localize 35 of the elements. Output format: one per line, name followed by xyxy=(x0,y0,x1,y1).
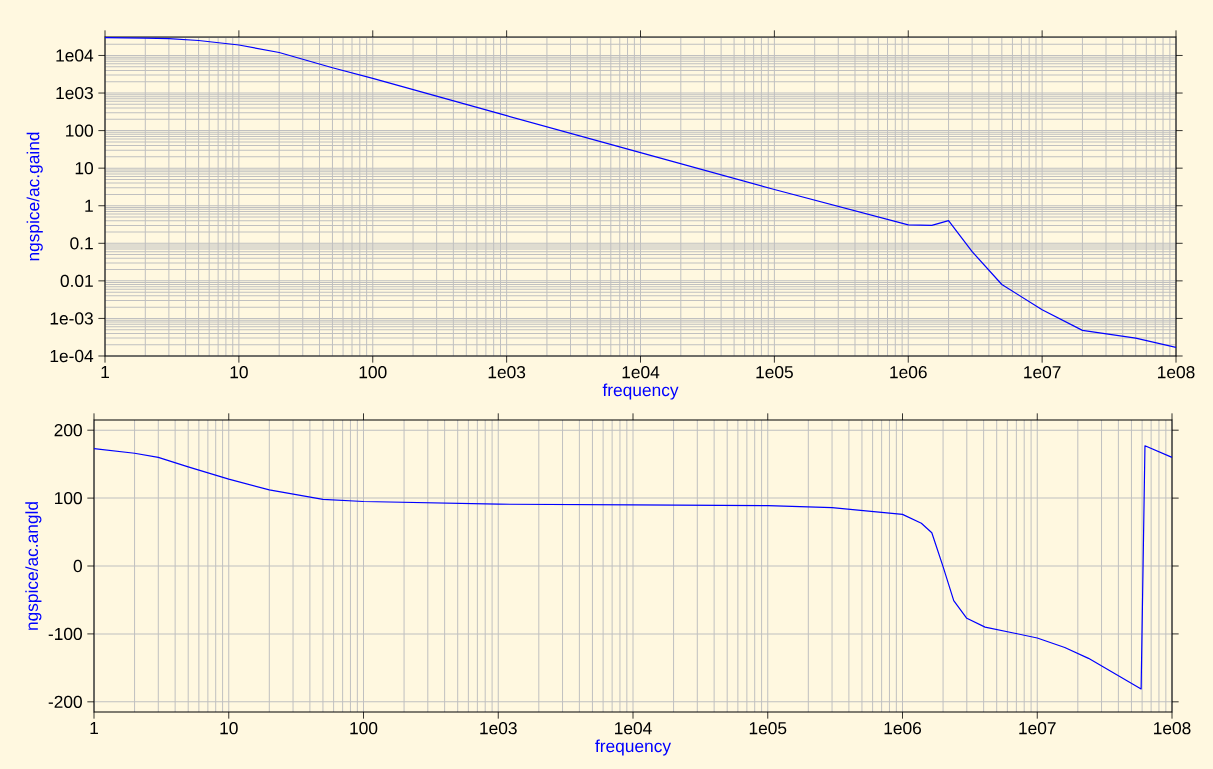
x-tick-label: 1e05 xyxy=(749,722,787,735)
x-tick-label: 100 xyxy=(359,366,387,379)
x-tick-label: 100 xyxy=(350,722,378,735)
x-tick-label: 1e04 xyxy=(622,366,660,379)
y-axis-title: ngspice/ac.angld xyxy=(25,502,42,630)
x-tick-label: 1e07 xyxy=(1024,366,1061,379)
x-tick-label: 1e06 xyxy=(884,722,922,735)
y-tick-label: 1e-03 xyxy=(50,312,93,325)
x-tick-label: 10 xyxy=(220,722,238,735)
y-tick-label: -100 xyxy=(48,627,82,641)
y-tick-label: 200 xyxy=(54,424,82,437)
x-tick-label: 1e04 xyxy=(615,722,652,735)
x-axis-title: frequency xyxy=(595,739,672,756)
y-tick-label: 0.1 xyxy=(70,237,93,250)
x-tick-label: 1e06 xyxy=(890,366,927,379)
y-tick-label: 10 xyxy=(75,162,93,175)
x-tick-label: 10 xyxy=(230,366,248,379)
x-tick-label: 1e03 xyxy=(488,366,526,379)
x-tick-label: 1e03 xyxy=(480,722,517,735)
y-tick-label: 1 xyxy=(85,199,93,212)
x-tick-label: 1e05 xyxy=(756,366,793,379)
y-tick-label: 1e04 xyxy=(56,49,94,62)
y-tick-label: 0 xyxy=(73,559,82,573)
y-tick-label: 1e03 xyxy=(56,86,93,100)
x-tick-label: 1e08 xyxy=(1158,366,1195,379)
x-tick-label: 1 xyxy=(101,366,109,378)
y-tick-label: 0.01 xyxy=(60,274,93,287)
x-tick-label: 1e08 xyxy=(1154,722,1191,735)
y-axis-title: ngspice/ac.gaind xyxy=(26,132,43,261)
y-tick-label: -200 xyxy=(48,695,82,708)
y-tick-label: 100 xyxy=(55,491,82,505)
y-tick-label: 1e-04 xyxy=(50,349,94,363)
x-axis-title: frequency xyxy=(602,383,679,400)
x-tick-label: 1e07 xyxy=(1019,722,1056,735)
y-tick-label: 100 xyxy=(66,124,93,137)
